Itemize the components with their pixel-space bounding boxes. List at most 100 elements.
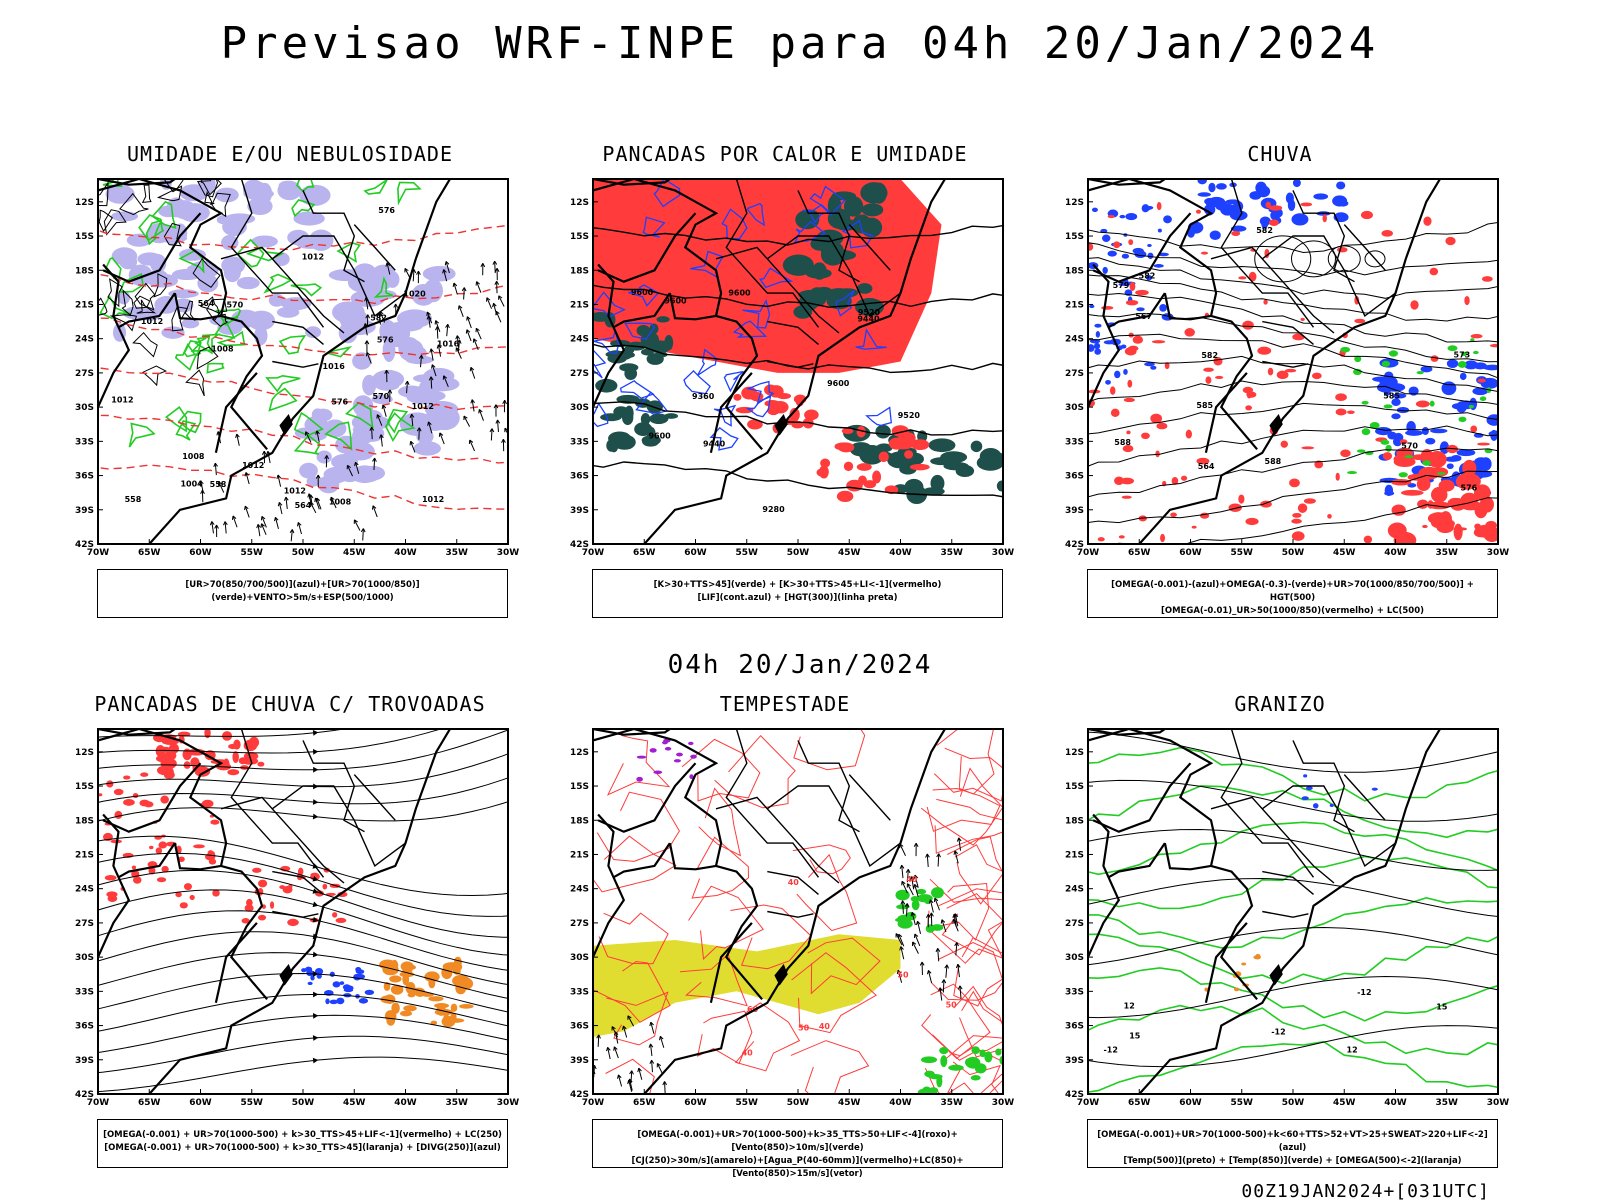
field-cell	[1198, 192, 1211, 197]
lat-label-39s: 39S	[1065, 1056, 1084, 1066]
field-cell	[1242, 321, 1254, 330]
field-cell	[1126, 430, 1130, 434]
legend-tempestade: [OMEGA(-0.001)+UR>70(1000-500)+k>35_TTS>…	[592, 1119, 1003, 1168]
field-cell	[1192, 526, 1197, 529]
lon-label-35w: 35W	[446, 1098, 469, 1108]
temp-850-contour	[1078, 1006, 1508, 1055]
field-cell	[340, 981, 345, 985]
field-cell	[898, 919, 913, 928]
field-cell	[180, 902, 188, 908]
contour-label: 50	[798, 1024, 810, 1033]
field-cell	[1431, 355, 1439, 362]
field-cell	[1447, 359, 1458, 368]
field-cell	[1150, 414, 1162, 424]
field-cell	[940, 1055, 947, 1067]
field-cell	[1425, 438, 1435, 445]
contour-label: 582	[1256, 226, 1273, 235]
field-cell	[624, 367, 637, 380]
lon-label-35w: 35W	[1436, 548, 1459, 558]
contour-label: 9280	[762, 505, 785, 514]
lat-label-21s: 21S	[75, 850, 94, 860]
lat-label-39s: 39S	[75, 1056, 94, 1066]
field-cell	[1181, 476, 1187, 481]
field-cell	[344, 988, 353, 992]
streamline-arrow	[313, 749, 318, 755]
lon-label-50w: 50W	[787, 1098, 810, 1108]
field-cell	[1215, 376, 1223, 379]
field-cell	[918, 1089, 927, 1097]
lat-label-15s: 15S	[570, 232, 589, 242]
lon-label-60w: 60W	[684, 548, 707, 558]
streamline	[88, 870, 518, 937]
field-cell	[333, 981, 341, 987]
field-cell	[1418, 467, 1439, 480]
field-cell	[283, 886, 293, 893]
field-cell	[1385, 485, 1393, 496]
field-cell	[359, 998, 368, 1004]
field-cell	[1372, 376, 1391, 381]
contour-label: 9440	[857, 315, 880, 324]
field-cell	[330, 972, 335, 977]
legend-line-1: [OMEGA(-0.001)-(azul)+OMEGA(-0.3)-(verde…	[1088, 579, 1497, 605]
lon-label-30w: 30W	[1487, 1098, 1510, 1108]
contour-line	[1078, 241, 1508, 275]
field-cell	[1422, 427, 1429, 435]
state-border	[354, 225, 395, 271]
contour-label: 576	[377, 336, 394, 345]
lon-label-65w: 65W	[138, 1098, 161, 1108]
field-cell	[862, 203, 884, 216]
field-cell	[123, 799, 135, 806]
field-cell	[1482, 276, 1493, 282]
lon-label-65w: 65W	[633, 548, 656, 558]
contour-label: 1008	[211, 344, 234, 353]
contour-label: 40	[788, 878, 800, 887]
field-cell	[434, 1003, 449, 1008]
legend-line-2: [LIF](cont.azul) + [HGT(300)](linha pret…	[593, 592, 1002, 605]
lon-label-70w: 70W	[87, 1098, 110, 1108]
lon-label-65w: 65W	[138, 548, 161, 558]
field-cell	[924, 1071, 935, 1078]
contour-label: 40	[906, 875, 918, 884]
lon-label-55w: 55W	[241, 1098, 264, 1108]
legend-line-1: [K>30+TTS>45](verde) + [K>30+TTS>45+LI<-…	[593, 579, 1002, 592]
contour-label: 12	[1347, 1046, 1358, 1055]
state-border	[1262, 236, 1395, 316]
lif-contour	[867, 408, 892, 426]
field-cell	[904, 450, 913, 459]
field-cell	[921, 1056, 937, 1063]
lon-label-30w: 30W	[497, 1098, 520, 1108]
lat-label-18s: 18S	[75, 266, 94, 276]
map-granizo: -12-12-121212151512S15S18S21S24S27S30S33…	[1040, 692, 1520, 1112]
pressure-contour	[186, 370, 204, 396]
lat-label-15s: 15S	[1065, 232, 1084, 242]
contour-label: -12	[1103, 1046, 1117, 1055]
humidity-contour	[176, 345, 196, 370]
lat-label-27s: 27S	[75, 919, 94, 929]
contour-label: 9600	[631, 288, 654, 297]
field-cell	[1357, 449, 1366, 452]
field-cell	[1281, 441, 1288, 448]
lif-contour	[684, 371, 710, 394]
field-cell	[164, 771, 175, 779]
contour-label: 564	[1198, 462, 1215, 471]
field-cell	[834, 442, 853, 450]
contour-label: 585	[1196, 401, 1213, 410]
country-border	[1211, 866, 1257, 999]
field-cell	[1128, 346, 1138, 352]
field-cell	[674, 759, 681, 762]
field-cell	[846, 480, 863, 492]
main-title: Previsao WRF-INPE para 04h 20/Jan/2024	[0, 18, 1600, 69]
field-cell	[649, 414, 668, 425]
field-cell	[1323, 214, 1327, 222]
state-border	[1344, 775, 1385, 821]
streamline-arrow	[313, 814, 319, 820]
lat-label-12s: 12S	[75, 748, 94, 758]
field-cell	[1458, 361, 1467, 368]
contour-label: 1012	[422, 495, 444, 504]
map-fields	[88, 692, 518, 1092]
field-cell	[928, 438, 955, 452]
field-cell	[239, 757, 247, 764]
field-cell	[1464, 296, 1469, 305]
field-cell	[336, 918, 347, 923]
lat-label-12s: 12S	[570, 748, 589, 758]
